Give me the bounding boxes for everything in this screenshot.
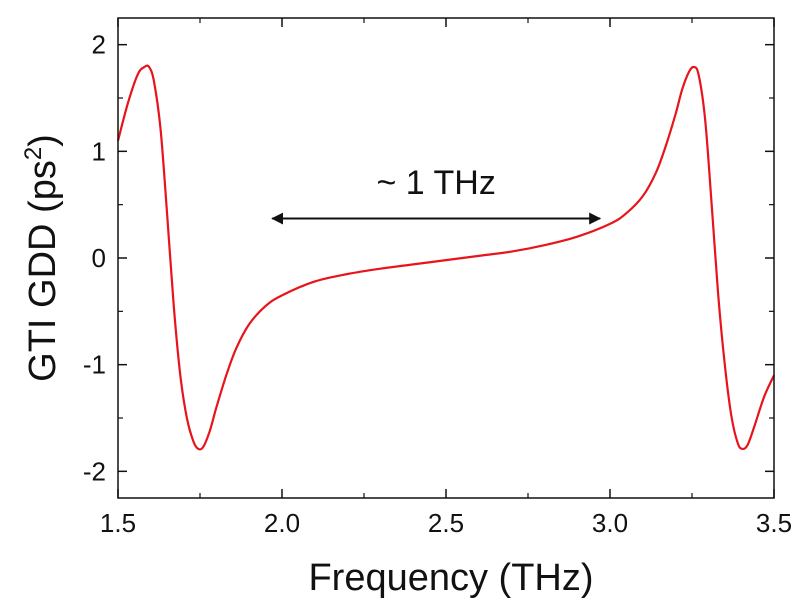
y-tick-label: 1 [92,136,106,166]
tick-labels: 1.5 2.0 2.5 3.0 3.5 -2 -1 0 1 2 [83,30,792,538]
y-axis-title-close: ) [22,134,64,147]
y-tick-label: -2 [83,456,106,486]
y-axis-title-main: GTI GDD (ps [22,160,64,382]
y-tick-label: -1 [83,350,106,380]
plot-area [116,64,775,451]
y-tick-label: 0 [92,243,106,273]
y-tick-label: 2 [92,30,106,60]
gdd-series-line [116,64,775,451]
x-axis-title: Frequency (THz) [308,557,593,599]
bandwidth-annotation-label: ~ 1 THz [376,164,495,202]
y-axis-title: GTI GDD (ps2) [20,134,64,382]
plot-frame [117,17,775,499]
y-axis-title-superscript: 2 [20,147,47,160]
x-tick-label: 1.5 [100,508,136,538]
axes [117,17,775,499]
x-tick-label: 2.5 [428,508,464,538]
x-tick-label: 3.5 [756,508,792,538]
x-tick-label: 2.0 [264,508,300,538]
x-tick-label: 3.0 [592,508,628,538]
